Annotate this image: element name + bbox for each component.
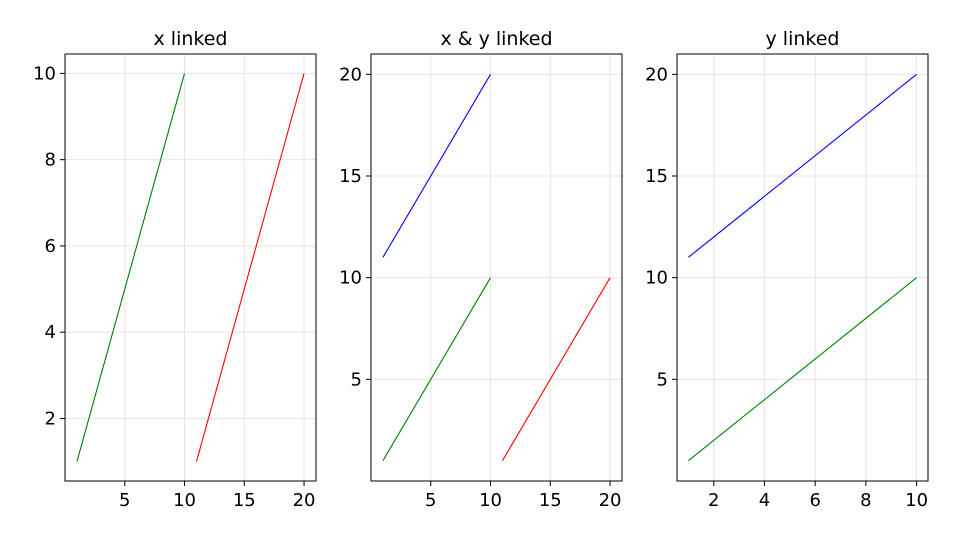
series-line [502, 277, 611, 461]
x-tick-label: 6 [809, 490, 820, 511]
y-tick-label: 8 [45, 150, 56, 171]
subplot-1: 5 10 15 20 2 4 6 8 10 x linked [33, 28, 317, 511]
subplot-title: y linked [766, 28, 840, 50]
subplot-2: 5 10 15 20 5 10 15 20 x & y linked [339, 28, 623, 511]
x-tick-label: 8 [860, 490, 871, 511]
x-tick-label: 5 [119, 490, 130, 511]
subplot-3: 2 4 6 8 10 5 10 15 20 y linked [645, 28, 929, 511]
y-tick-label: 10 [645, 268, 668, 289]
x-tick-label: 20 [293, 490, 316, 511]
y-tick-label: 20 [645, 64, 668, 85]
series-line [195, 73, 305, 462]
y-tick-label: 2 [45, 408, 56, 429]
series-line [382, 277, 491, 461]
x-tick-label: 20 [599, 490, 622, 511]
x-tick-label: 10 [905, 490, 928, 511]
series-line [688, 73, 917, 258]
x-tick-label: 10 [479, 490, 502, 511]
y-tick-label: 15 [645, 166, 668, 187]
y-tick-label: 10 [33, 63, 56, 84]
y-tick-label: 4 [45, 322, 56, 343]
series-line [76, 73, 186, 462]
y-tick-label: 5 [351, 369, 362, 390]
y-tick-label: 5 [657, 369, 668, 390]
y-tick-label: 6 [45, 236, 56, 257]
plot-frame [64, 53, 317, 482]
y-tick-label: 15 [339, 166, 362, 187]
y-tick-label: 20 [339, 64, 362, 85]
x-tick-label: 15 [233, 490, 256, 511]
x-tick-label: 5 [425, 490, 436, 511]
plot-frame [676, 53, 929, 482]
y-tick-label: 10 [339, 268, 362, 289]
series-line [688, 277, 917, 462]
x-tick-label: 2 [708, 490, 719, 511]
x-tick-label: 4 [759, 490, 770, 511]
series-line [382, 74, 491, 258]
subplot-title: x linked [154, 28, 228, 50]
plot-frame [370, 53, 623, 482]
subplot-title: x & y linked [440, 28, 552, 50]
x-tick-label: 10 [173, 490, 196, 511]
x-tick-label: 15 [539, 490, 562, 511]
